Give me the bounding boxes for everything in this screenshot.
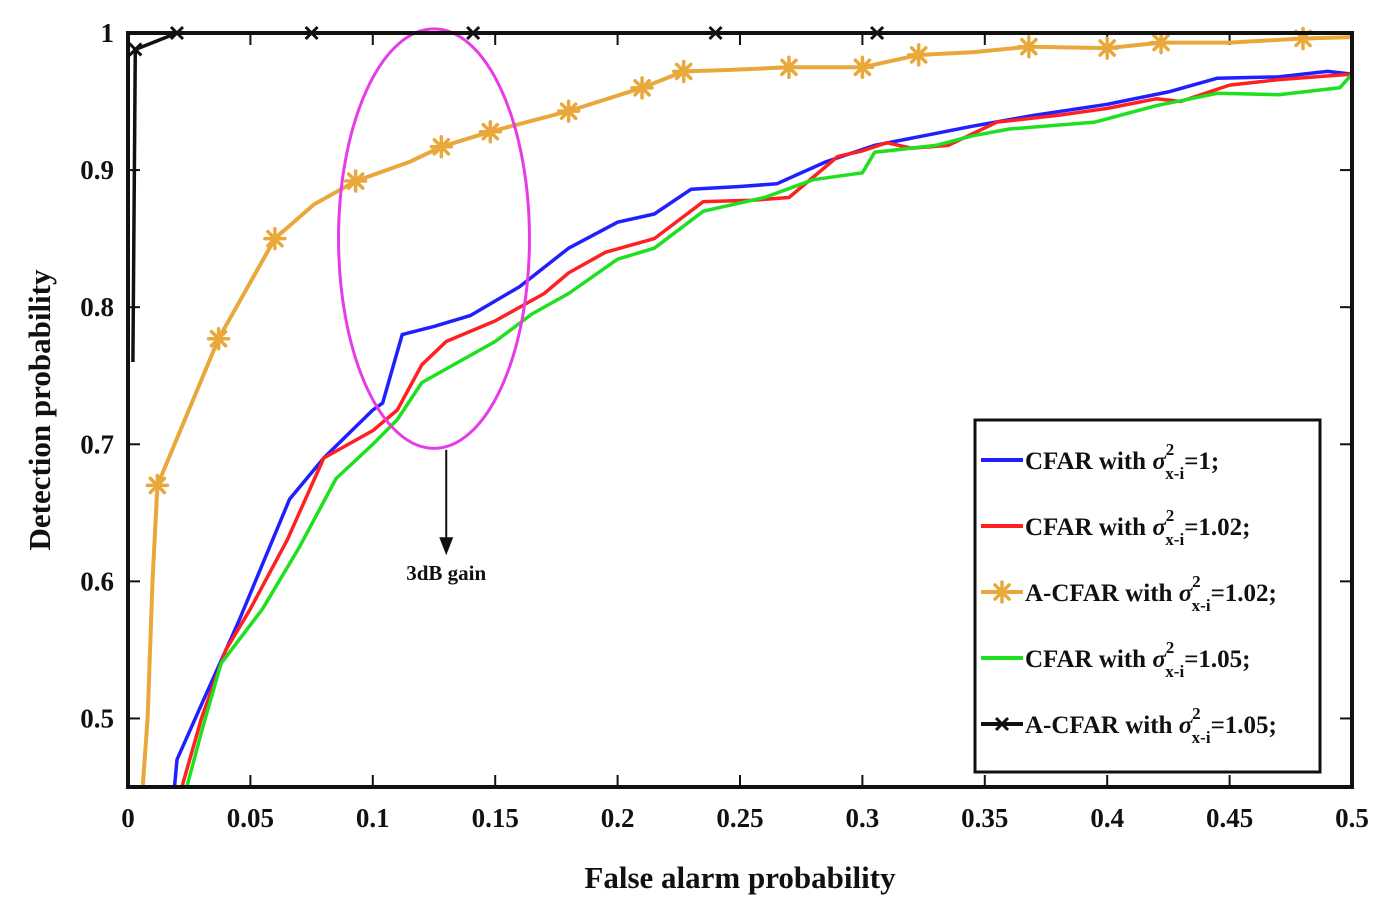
y-tick-label: 0.9 — [80, 155, 114, 185]
x-tick-labels: 0 0.05 0.1 0.15 0.2 0.25 0.3 0.35 0.4 0.45 0.5 — [121, 803, 1369, 833]
x-tick-label: 0.4 — [1090, 803, 1124, 833]
legend-sigma: σ — [1152, 448, 1167, 475]
x-marker — [128, 42, 143, 57]
legend: CFAR with σ2 x-i=1;CFAR with σ2 x-i=1.02;A… — [973, 418, 1322, 774]
legend-param: =1.05; — [1211, 712, 1277, 739]
asterisk-marker — [906, 43, 931, 67]
x-tick-label: 0.35 — [961, 803, 1008, 833]
legend-entry-cfar-1-02: CFAR with σ2 x-i=1.02; — [981, 506, 1251, 549]
legend-superscript: 2 — [1166, 440, 1175, 459]
series-line-cfar-1-02 — [180, 72, 1352, 787]
legend-sigma: σ — [1152, 514, 1167, 541]
legend-box — [973, 418, 1322, 774]
legend-superscript: 2 — [1166, 506, 1175, 525]
x-tick-label: 0.1 — [356, 803, 390, 833]
legend-subscript: x-i — [1192, 596, 1211, 615]
legend-subscript: x-i — [1192, 728, 1211, 747]
asterisk-marker — [630, 76, 654, 100]
y-axis-label: Detection probability — [22, 269, 57, 550]
x-tick-label: 0.3 — [846, 803, 880, 833]
legend-subscript: x-i — [1165, 530, 1184, 549]
legend-superscript: 2 — [1192, 704, 1201, 723]
asterisk-marker — [1095, 36, 1119, 60]
y-tick-label: 0.8 — [80, 292, 114, 322]
legend-subscript: x-i — [1165, 662, 1184, 681]
asterisk-marker — [206, 326, 231, 351]
legend-param: =1.05; — [1184, 646, 1250, 673]
x-tick-label: 0.25 — [716, 803, 763, 833]
x-tick-label: 0.5 — [1335, 803, 1369, 833]
asterisk-marker — [777, 55, 801, 80]
markers-layer — [128, 25, 1315, 498]
legend-param: =1.02; — [1211, 580, 1277, 607]
y-tick-label: 0.7 — [80, 429, 114, 459]
y-tick-label: 0.6 — [80, 566, 114, 596]
legend-superscript: 2 — [1166, 638, 1175, 657]
x-tick-label: 0 — [121, 803, 135, 833]
plot-frame — [126, 31, 1354, 789]
asterisk-marker — [1149, 30, 1173, 55]
asterisk-marker — [478, 119, 503, 144]
legend-label: CFAR with σ2 x-i=1.02; — [1025, 506, 1251, 549]
legend-asterisk-marker — [990, 580, 1014, 604]
asterisk-marker — [671, 59, 696, 84]
asterisk-marker — [343, 169, 368, 193]
legend-param: =1.02; — [1184, 514, 1250, 541]
legend-superscript: 2 — [1192, 572, 1201, 591]
legend-sigma: σ — [1179, 580, 1194, 607]
legend-param: =1; — [1184, 448, 1219, 475]
asterisk-marker — [556, 99, 581, 123]
asterisk-marker — [263, 226, 287, 251]
annotation-layer: 3dB gain — [337, 27, 531, 585]
asterisk-marker — [850, 55, 875, 80]
x-axis-label: False alarm probability — [584, 860, 896, 895]
legend-subscript: x-i — [1165, 464, 1184, 483]
asterisk-marker — [145, 473, 170, 498]
x-tick-label: 0.05 — [227, 803, 274, 833]
asterisk-marker — [429, 135, 454, 159]
legend-x-marker — [994, 716, 1010, 732]
gain-arrow-head — [439, 537, 454, 556]
gain-highlight-ellipse — [337, 27, 531, 450]
y-tick-labels: 0.5 0.6 0.7 0.8 0.9 1 — [80, 18, 114, 733]
x-tick-label: 0.45 — [1206, 803, 1253, 833]
series-line-cfar-1 — [172, 69, 1352, 787]
y-tick-label: 1 — [101, 18, 115, 48]
asterisk-marker — [1017, 34, 1041, 59]
x-tick-label: 0.2 — [601, 803, 635, 833]
series-line-acfar-1-05 — [131, 31, 1352, 363]
legend-sigma: σ — [1152, 646, 1167, 673]
series-line-cfar-1-05 — [185, 72, 1352, 787]
legend-sigma: σ — [1179, 712, 1194, 739]
gain-annotation-label: 3dB gain — [406, 561, 486, 585]
y-tick-label: 0.5 — [80, 703, 114, 733]
x-tick-label: 0.15 — [472, 803, 519, 833]
